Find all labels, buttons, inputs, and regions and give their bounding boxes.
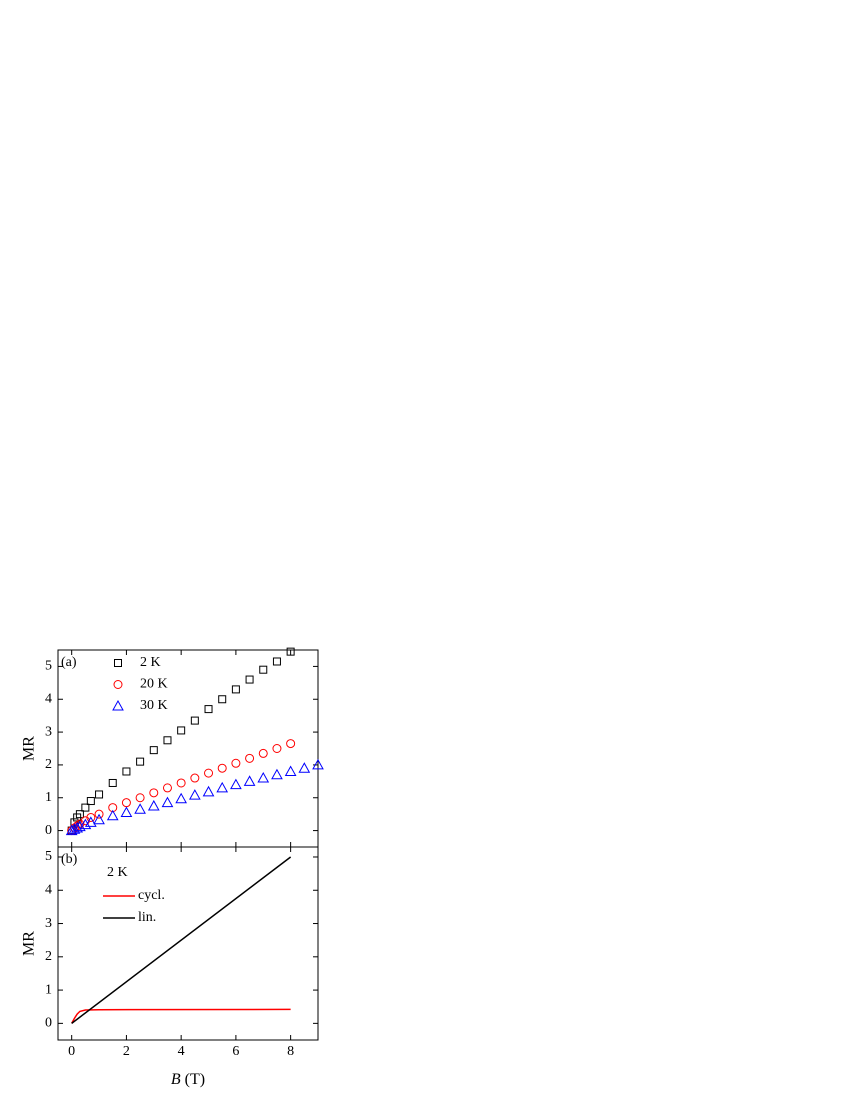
legend-label: 2 K <box>140 655 161 670</box>
y-tick-label: 3 <box>45 724 52 739</box>
marker <box>162 783 172 793</box>
x-axis-label: B (T) <box>171 1071 205 1088</box>
marker <box>176 778 186 788</box>
x-tick-label: 4 <box>178 1044 185 1059</box>
marker <box>312 758 324 770</box>
marker <box>163 736 172 745</box>
marker <box>149 788 159 798</box>
x-tick-label: 8 <box>287 1044 294 1059</box>
marker <box>79 818 92 830</box>
marker <box>94 809 104 819</box>
y-tick-label: 5 <box>45 849 52 864</box>
x-tick-label: 0 <box>68 1044 75 1059</box>
legend-label: 30 K <box>140 698 168 713</box>
y-tick-label: 1 <box>45 982 52 997</box>
y-tick-label: 3 <box>45 916 52 931</box>
x-axis-unit: (T) <box>185 1071 205 1088</box>
marker <box>257 772 270 783</box>
marker <box>147 799 160 811</box>
y-tick-label: 4 <box>45 691 52 706</box>
marker <box>190 773 200 783</box>
marker <box>136 757 145 766</box>
marker <box>218 695 227 704</box>
marker <box>258 748 268 758</box>
x-tick-label: 6 <box>232 1044 239 1059</box>
marker <box>271 768 283 780</box>
marker <box>272 744 282 753</box>
marker <box>84 816 97 827</box>
marker <box>71 821 84 833</box>
marker <box>216 781 229 793</box>
marker <box>284 765 297 776</box>
y-tick-label: 0 <box>45 823 52 838</box>
marker <box>231 758 241 768</box>
marker <box>149 746 158 755</box>
marker <box>93 813 105 825</box>
y-axis-label: MR <box>21 931 38 956</box>
marker <box>298 762 311 773</box>
marker <box>259 665 268 674</box>
marker <box>135 793 145 803</box>
marker <box>121 798 131 808</box>
marker <box>75 810 84 819</box>
marker <box>217 763 227 773</box>
marker <box>86 797 95 806</box>
legend-title: 2 K <box>107 865 128 880</box>
y-tick-label: 1 <box>45 790 52 805</box>
marker <box>272 657 281 666</box>
marker <box>114 659 122 667</box>
marker <box>68 823 81 834</box>
marker <box>243 775 256 786</box>
marker <box>81 803 90 812</box>
panel-label: (b) <box>61 852 78 867</box>
legend-label: cycl. <box>138 888 165 903</box>
marker <box>74 820 86 832</box>
marker <box>175 792 188 804</box>
y-tick-label: 5 <box>45 659 52 674</box>
y-tick-label: 2 <box>45 757 52 772</box>
marker <box>286 739 296 749</box>
x-axis-symbol: B <box>171 1071 181 1088</box>
line <box>71 1008 291 1024</box>
marker <box>112 699 124 711</box>
marker <box>204 768 214 778</box>
marker <box>106 809 119 821</box>
marker <box>134 803 146 814</box>
y-tick-label: 2 <box>45 949 52 964</box>
marker <box>86 812 96 822</box>
marker <box>245 753 255 763</box>
legend-label: 20 K <box>140 677 168 692</box>
marker <box>122 767 131 776</box>
y-tick-label: 4 <box>45 882 52 897</box>
marker <box>188 789 201 800</box>
marker <box>230 778 242 790</box>
marker <box>231 685 240 694</box>
marker <box>286 647 295 656</box>
marker <box>202 785 215 797</box>
plot-frame <box>57 846 319 1041</box>
y-tick-label: 0 <box>45 1016 52 1031</box>
marker <box>245 675 254 684</box>
legend-label: lin. <box>138 910 156 925</box>
y-axis-label: MR <box>21 736 38 761</box>
x-tick-label: 2 <box>123 1044 130 1059</box>
marker <box>161 796 174 808</box>
marker <box>177 726 186 735</box>
marker <box>65 824 78 836</box>
marker <box>190 716 199 725</box>
marker <box>204 705 213 714</box>
marker <box>95 790 104 799</box>
marker <box>113 680 123 689</box>
line <box>71 856 292 1024</box>
marker <box>120 806 133 818</box>
panel-label: (a) <box>61 655 77 670</box>
marker <box>108 778 117 787</box>
